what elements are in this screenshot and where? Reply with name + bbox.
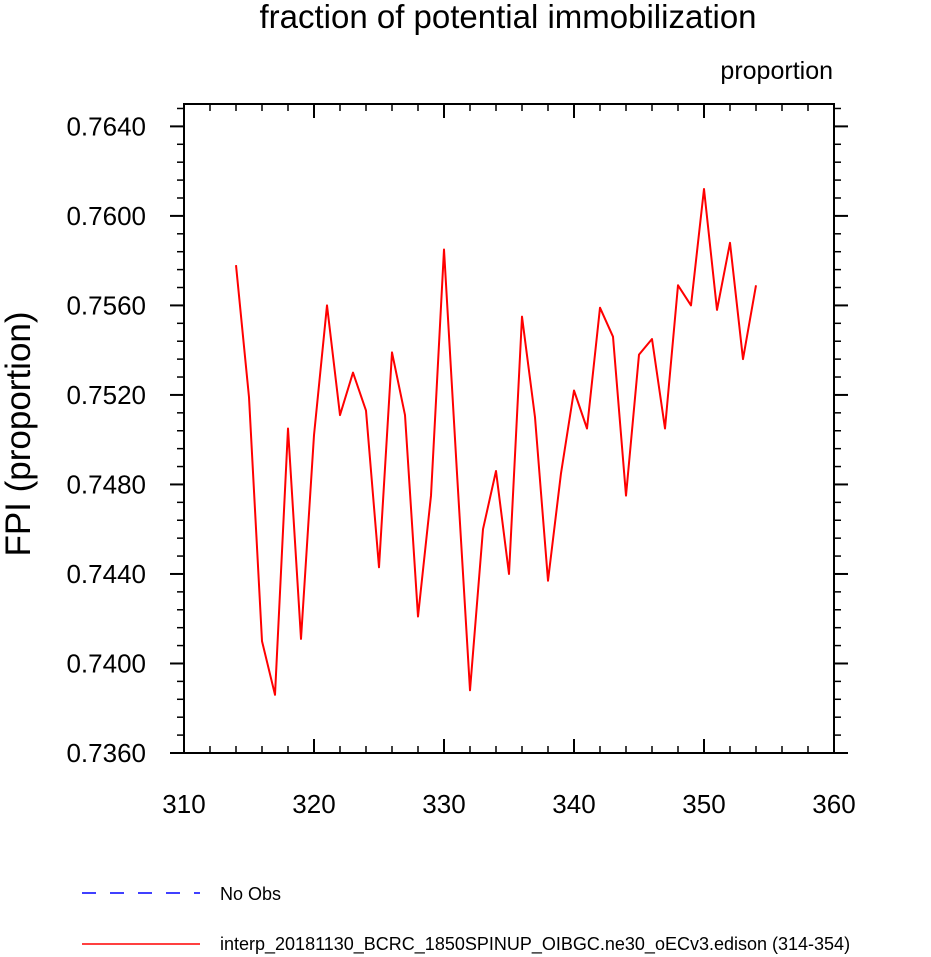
- y-axis-label: FPI (proportion): [0, 311, 38, 556]
- legend: No Obs interp_20181130_BCRC_1850SPINUP_O…: [82, 884, 850, 955]
- y-tick-label: 0.7480: [66, 469, 146, 499]
- series-line-model: [235, 188, 757, 696]
- axis-ticks: [170, 104, 848, 754]
- x-tick-label: 330: [422, 789, 465, 819]
- x-tick-label: 320: [292, 789, 335, 819]
- chart-title: fraction of potential immobilization: [259, 0, 756, 35]
- units-label: proportion: [720, 57, 833, 85]
- series-layer: [235, 188, 757, 696]
- axis-tick-labels: 310 320 330 340 350 360 0.7360 0.7400 0.7440 0.74…: [66, 111, 855, 819]
- x-tick-label: 350: [682, 789, 725, 819]
- legend-label-no-obs: No Obs: [220, 884, 281, 904]
- y-tick-label: 0.7520: [66, 380, 146, 410]
- y-tick-label: 0.7640: [66, 111, 146, 141]
- x-tick-label: 360: [812, 789, 855, 819]
- plot-frame: [183, 103, 835, 754]
- x-tick-label: 340: [552, 789, 595, 819]
- y-tick-label: 0.7360: [66, 738, 146, 768]
- y-tick-label: 0.7600: [66, 201, 146, 231]
- y-tick-label: 0.7400: [66, 648, 146, 678]
- y-tick-label: 0.7560: [66, 290, 146, 320]
- x-tick-label: 310: [162, 789, 205, 819]
- y-tick-label: 0.7440: [66, 559, 146, 589]
- legend-label-model: interp_20181130_BCRC_1850SPINUP_OIBGC.ne…: [220, 934, 850, 955]
